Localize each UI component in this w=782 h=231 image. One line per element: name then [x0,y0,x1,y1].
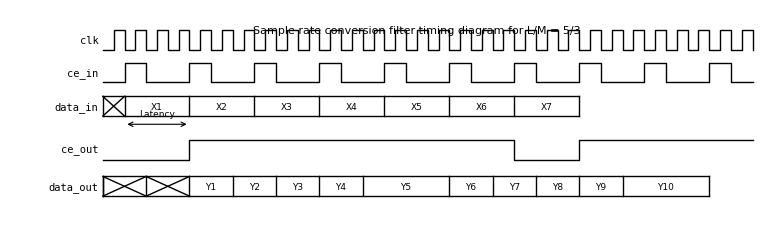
Text: X5: X5 [411,102,423,111]
Text: X1: X1 [151,102,163,111]
Text: X7: X7 [541,102,553,111]
Text: Y4: Y4 [335,182,346,191]
Text: Latency: Latency [139,109,175,118]
Text: Sample rate conversion filter timing diagram for L/M = 5/3: Sample rate conversion filter timing dia… [253,26,581,36]
Text: Y5: Y5 [400,182,411,191]
Text: ce_in: ce_in [67,68,99,79]
Text: Y2: Y2 [249,182,260,191]
Text: Y6: Y6 [465,182,476,191]
Text: data_out: data_out [48,181,99,192]
Text: Y1: Y1 [206,182,217,191]
Text: Y10: Y10 [658,182,674,191]
Text: X2: X2 [216,102,228,111]
Text: X3: X3 [281,102,293,111]
Text: Y8: Y8 [552,182,563,191]
Text: Y3: Y3 [292,182,303,191]
Text: X6: X6 [476,102,488,111]
Text: ce_out: ce_out [61,145,99,156]
Text: Y9: Y9 [595,182,607,191]
Text: Y7: Y7 [509,182,520,191]
Text: X4: X4 [346,102,358,111]
Text: clk: clk [80,36,99,46]
Text: data_in: data_in [55,101,99,112]
